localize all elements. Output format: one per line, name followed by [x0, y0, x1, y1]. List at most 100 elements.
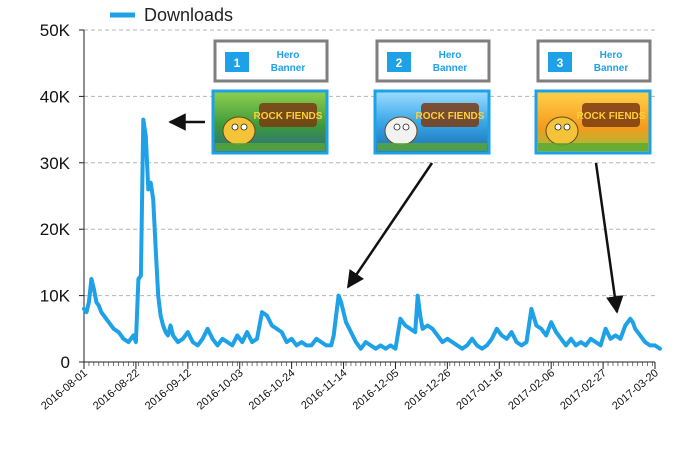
- x-axis-ticks: 2016-08-01 2016-08-22 2016-09-12 2016-10-03…: [39, 362, 661, 412]
- hero-banners: 1 Hero Banner ROCK FIENDS 2 Hero Banner ROCK FI…: [211, 39, 652, 155]
- hero-banner-3: 3 Hero Banner ROCK FIENDS: [534, 39, 652, 155]
- data-point: [196, 344, 199, 347]
- data-point: [164, 330, 167, 334]
- data-point: [530, 307, 533, 311]
- data-point: [431, 327, 434, 330]
- data-point: [152, 198, 155, 201]
- data-point: [87, 301, 91, 304]
- data-point: [505, 337, 508, 340]
- data-point: [300, 340, 303, 344]
- data-point: [157, 294, 160, 297]
- data-point: [236, 334, 239, 337]
- data-point: [134, 340, 138, 344]
- data-point: [137, 277, 140, 281]
- character-eye: [554, 123, 562, 131]
- data-point: [584, 344, 587, 347]
- data-point: [451, 340, 454, 344]
- data-point: [250, 340, 254, 344]
- banner-number: 2: [396, 56, 403, 70]
- data-point: [149, 181, 152, 184]
- data-point: [166, 334, 170, 337]
- data-point: [648, 344, 652, 347]
- data-point: [364, 340, 367, 344]
- data-point: [520, 344, 523, 347]
- series-line-downloads: [82, 117, 662, 351]
- y-tick-label: 30K: [40, 154, 71, 173]
- data-point: [325, 344, 328, 347]
- legend-label: Downloads: [144, 5, 233, 25]
- data-point: [639, 334, 642, 337]
- data-point: [144, 135, 147, 138]
- banner-label-line1: Hero: [277, 50, 300, 61]
- data-point: [574, 344, 578, 347]
- banner-number-badge: [548, 52, 572, 72]
- y-axis-ticks: 0 10K 20K 30K 40K 50K: [40, 21, 84, 372]
- thumbnail-logo: ROCK FIENDS: [577, 111, 646, 122]
- data-point: [559, 337, 563, 340]
- data-point: [117, 330, 120, 334]
- data-point: [161, 324, 165, 327]
- data-point: [589, 337, 592, 340]
- data-point: [554, 330, 558, 334]
- data-point: [446, 337, 449, 340]
- data-point: [305, 344, 308, 347]
- data-point: [379, 344, 382, 347]
- data-point: [609, 337, 612, 340]
- banner-label-line2: Banner: [433, 63, 468, 74]
- data-point: [394, 347, 397, 350]
- character-shape: [384, 116, 418, 146]
- x-tick-label: 2016-08-22: [91, 367, 142, 412]
- data-point: [95, 301, 98, 304]
- logo-plate: [582, 103, 640, 127]
- data-point: [181, 337, 185, 340]
- data-point: [500, 334, 503, 337]
- data-point: [535, 324, 538, 327]
- x-tick-label: 2016-10-03: [195, 367, 246, 412]
- data-point: [419, 314, 422, 317]
- data-point: [515, 340, 518, 344]
- logo-plate: [259, 103, 317, 127]
- x-tick-label: 2016-08-01: [39, 367, 90, 412]
- data-point: [171, 334, 175, 337]
- character-eye: [563, 123, 571, 131]
- data-point: [354, 340, 358, 344]
- data-point: [85, 311, 88, 314]
- data-point: [100, 311, 103, 314]
- data-point: [290, 337, 293, 340]
- y-tick-label: 40K: [40, 87, 71, 106]
- annotation-arrow-3: [594, 162, 624, 314]
- data-point: [564, 344, 568, 347]
- character-shape: [222, 116, 256, 146]
- banner-label-line2: Banner: [271, 63, 306, 74]
- data-point: [658, 347, 662, 350]
- data-point: [475, 344, 479, 347]
- data-point: [599, 344, 602, 347]
- y-tick-label: 0: [61, 353, 70, 372]
- thumbnail-ground: [215, 143, 325, 151]
- data-point: [409, 327, 412, 330]
- hero-banner-1: 1 Hero Banner ROCK FIENDS: [211, 39, 329, 155]
- data-point: [545, 334, 548, 337]
- character-eye: [240, 123, 248, 131]
- data-point: [122, 337, 125, 340]
- banner-label-line2: Banner: [594, 63, 629, 74]
- data-point: [169, 324, 172, 327]
- data-point: [142, 118, 145, 121]
- data-point: [414, 330, 417, 334]
- data-point: [629, 317, 632, 320]
- data-point: [275, 327, 278, 330]
- data-point: [206, 327, 209, 330]
- hero-banner-2: 2 Hero Banner ROCK FIENDS: [373, 39, 491, 155]
- data-point: [92, 287, 96, 291]
- annotation-arrows: [168, 113, 624, 314]
- data-point: [416, 294, 419, 297]
- logo-plate: [421, 103, 479, 127]
- banner-number: 1: [234, 56, 241, 70]
- thumbnail-ground: [538, 143, 648, 151]
- data-point: [186, 330, 189, 334]
- data-point: [495, 327, 498, 330]
- data-point: [456, 344, 459, 347]
- data-point: [154, 247, 157, 251]
- x-tick-label: 2017-03-20: [610, 367, 661, 412]
